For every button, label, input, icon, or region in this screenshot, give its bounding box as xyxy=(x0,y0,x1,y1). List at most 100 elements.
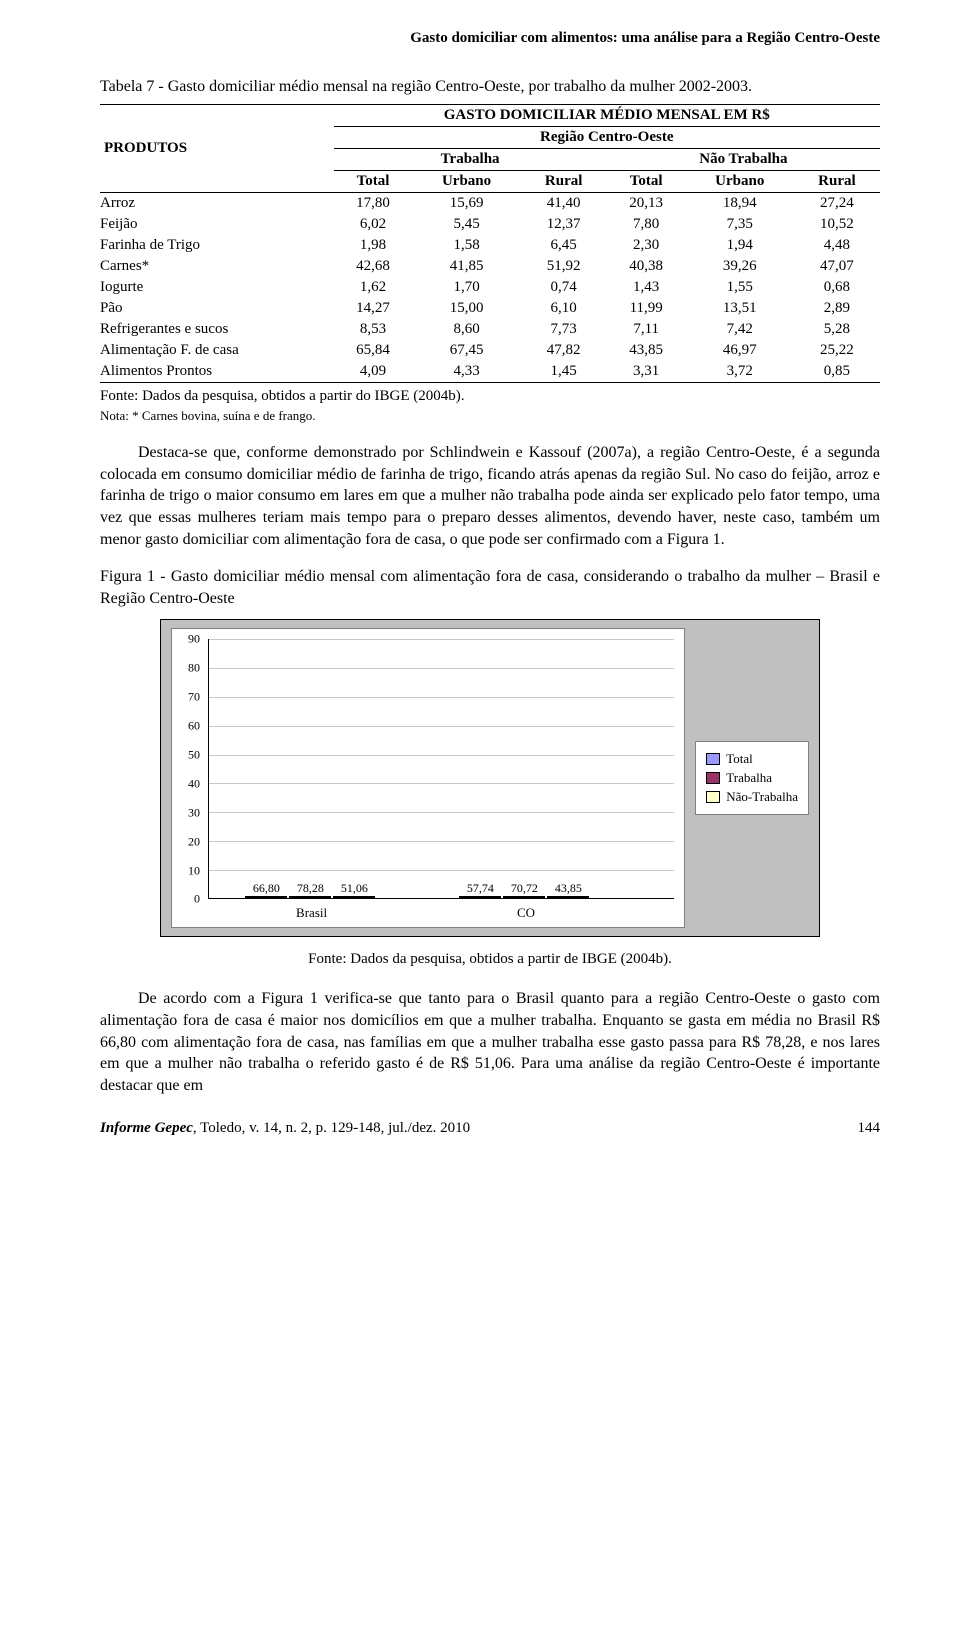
table-cell: 1,45 xyxy=(521,361,607,383)
bar: 78,28 xyxy=(289,896,331,898)
table7-note: Nota: * Carnes bovina, suína e de frango… xyxy=(100,408,880,424)
table-cell: 7,73 xyxy=(521,319,607,340)
group-trabalha: Trabalha xyxy=(334,148,607,170)
paragraph-1: Destaca-se que, conforme demonstrado por… xyxy=(100,442,880,550)
plot-area: 66,8078,2851,0657,7470,7243,85 xyxy=(208,639,674,899)
table-row-label: Carnes* xyxy=(100,256,334,277)
table-row-label: Alimentação F. de casa xyxy=(100,340,334,361)
table-cell: 13,51 xyxy=(686,298,794,319)
group-nao-trabalha: Não Trabalha xyxy=(607,148,880,170)
table7-caption: Tabela 7 - Gasto domiciliar médio mensal… xyxy=(100,77,880,98)
table-cell: 65,84 xyxy=(334,340,413,361)
table-row-label: Feijão xyxy=(100,214,334,235)
figure1-chart: 0102030405060708090 66,8078,2851,0657,74… xyxy=(160,619,820,937)
footer-journal: Informe Gepec xyxy=(100,1120,193,1136)
table-cell: 15,69 xyxy=(412,192,520,214)
legend-total: Total xyxy=(706,751,798,767)
table-cell: 1,62 xyxy=(334,277,413,298)
x-label-brasil: Brasil xyxy=(296,905,327,921)
table-cell: 1,58 xyxy=(412,235,520,256)
table-cell: 1,55 xyxy=(686,277,794,298)
table-cell: 20,13 xyxy=(607,192,686,214)
table-cell: 40,38 xyxy=(607,256,686,277)
sub-total-2: Total xyxy=(607,170,686,192)
region-header: Região Centro-Oeste xyxy=(334,126,880,148)
legend-label-total: Total xyxy=(726,751,753,767)
table-cell: 4,48 xyxy=(794,235,880,256)
paragraph-2: De acordo com a Figura 1 verifica-se que… xyxy=(100,988,880,1096)
table-cell: 8,53 xyxy=(334,319,413,340)
sub-total-1: Total xyxy=(334,170,413,192)
table-row-label: Alimentos Prontos xyxy=(100,361,334,383)
table-cell: 6,10 xyxy=(521,298,607,319)
page-footer: Informe Gepec, Toledo, v. 14, n. 2, p. 1… xyxy=(100,1120,880,1137)
table-cell: 41,85 xyxy=(412,256,520,277)
table-cell: 12,37 xyxy=(521,214,607,235)
table-cell: 4,33 xyxy=(412,361,520,383)
running-head: Gasto domiciliar com alimentos: uma anál… xyxy=(100,30,880,47)
footer-cite-rest: , Toledo, v. 14, n. 2, p. 129-148, jul./… xyxy=(193,1120,470,1136)
table-row-label: Farinha de Trigo xyxy=(100,235,334,256)
sub-urbano-1: Urbano xyxy=(412,170,520,192)
table-cell: 51,92 xyxy=(521,256,607,277)
table-cell: 10,52 xyxy=(794,214,880,235)
table-row-label: Refrigerantes e sucos xyxy=(100,319,334,340)
bar: 66,80 xyxy=(245,896,287,898)
legend: Total Trabalha Não-Trabalha xyxy=(695,741,809,815)
col-products: PRODUTOS xyxy=(100,104,334,192)
table-cell: 4,09 xyxy=(334,361,413,383)
table-cell: 67,45 xyxy=(412,340,520,361)
table-cell: 27,24 xyxy=(794,192,880,214)
table-cell: 1,98 xyxy=(334,235,413,256)
figure1-source: Fonte: Dados da pesquisa, obtidos a part… xyxy=(100,951,880,968)
bar: 51,06 xyxy=(333,896,375,898)
table-cell: 7,35 xyxy=(686,214,794,235)
table-cell: 6,45 xyxy=(521,235,607,256)
legend-label-nao-trabalha: Não-Trabalha xyxy=(726,789,798,805)
sub-rural-1: Rural xyxy=(521,170,607,192)
table-cell: 8,60 xyxy=(412,319,520,340)
table-row-label: Arroz xyxy=(100,192,334,214)
table-cell: 7,42 xyxy=(686,319,794,340)
table-cell: 5,45 xyxy=(412,214,520,235)
table-cell: 6,02 xyxy=(334,214,413,235)
table-cell: 15,00 xyxy=(412,298,520,319)
x-label-co: CO xyxy=(517,905,535,921)
bar: 43,85 xyxy=(547,896,589,898)
legend-swatch-nao-trabalha xyxy=(706,791,720,803)
table-cell: 1,94 xyxy=(686,235,794,256)
table-cell: 1,43 xyxy=(607,277,686,298)
table-cell: 7,80 xyxy=(607,214,686,235)
sub-rural-2: Rural xyxy=(794,170,880,192)
table-cell: 43,85 xyxy=(607,340,686,361)
table7-source: Fonte: Dados da pesquisa, obtidos a part… xyxy=(100,387,880,407)
table7: PRODUTOS GASTO DOMICILIAR MÉDIO MENSAL E… xyxy=(100,104,880,383)
legend-label-trabalha: Trabalha xyxy=(726,770,772,786)
table-cell: 41,40 xyxy=(521,192,607,214)
sub-urbano-2: Urbano xyxy=(686,170,794,192)
table-cell: 39,26 xyxy=(686,256,794,277)
table-cell: 46,97 xyxy=(686,340,794,361)
plot-box: 0102030405060708090 66,8078,2851,0657,74… xyxy=(171,628,685,928)
table-cell: 5,28 xyxy=(794,319,880,340)
table-cell: 11,99 xyxy=(607,298,686,319)
table-row-label: Iogurte xyxy=(100,277,334,298)
figure1-caption: Figura 1 - Gasto domiciliar médio mensal… xyxy=(100,566,880,609)
table-cell: 3,31 xyxy=(607,361,686,383)
table-cell: 1,70 xyxy=(412,277,520,298)
table-cell: 0,68 xyxy=(794,277,880,298)
table-cell: 7,11 xyxy=(607,319,686,340)
table-row-label: Pão xyxy=(100,298,334,319)
footer-page-number: 144 xyxy=(858,1120,881,1137)
table-cell: 2,89 xyxy=(794,298,880,319)
super-header: GASTO DOMICILIAR MÉDIO MENSAL EM R$ xyxy=(334,104,880,126)
table-cell: 42,68 xyxy=(334,256,413,277)
bar: 70,72 xyxy=(503,896,545,898)
table-cell: 25,22 xyxy=(794,340,880,361)
table-cell: 18,94 xyxy=(686,192,794,214)
table-cell: 47,07 xyxy=(794,256,880,277)
table-cell: 3,72 xyxy=(686,361,794,383)
table-cell: 47,82 xyxy=(521,340,607,361)
legend-swatch-trabalha xyxy=(706,772,720,784)
legend-trabalha: Trabalha xyxy=(706,770,798,786)
